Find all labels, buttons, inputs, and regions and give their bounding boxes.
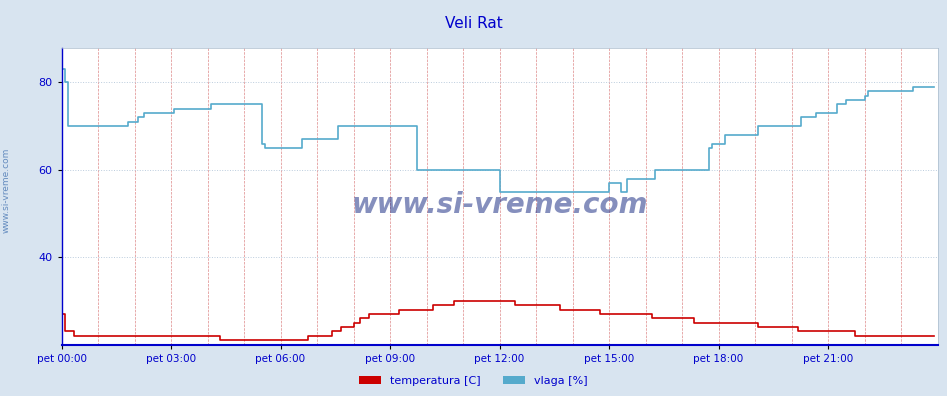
Text: www.si-vreme.com: www.si-vreme.com bbox=[351, 191, 648, 219]
Legend: temperatura [C], vlaga [%]: temperatura [C], vlaga [%] bbox=[355, 371, 592, 390]
Text: www.si-vreme.com: www.si-vreme.com bbox=[1, 147, 10, 233]
Text: Veli Rat: Veli Rat bbox=[445, 16, 502, 31]
